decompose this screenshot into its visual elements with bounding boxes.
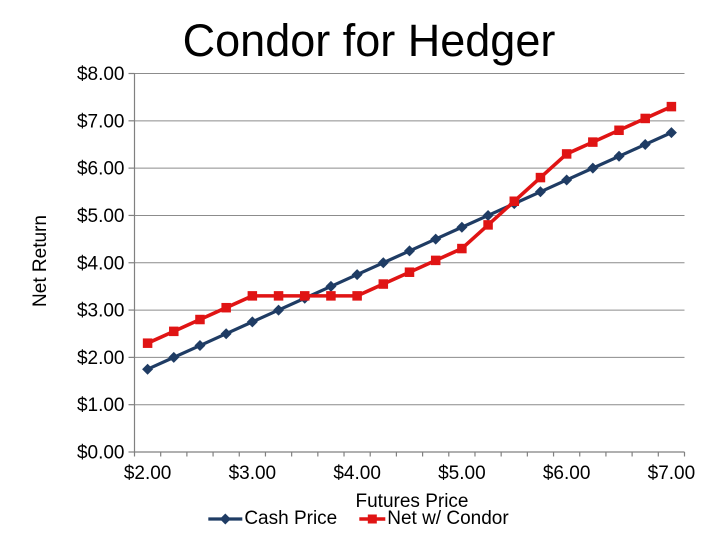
y-tick-label: $8.00 — [77, 64, 125, 85]
y-tick-label: $5.00 — [77, 206, 125, 227]
data-point-marker — [352, 291, 362, 301]
data-point-marker — [404, 245, 415, 257]
y-tick-label: $3.00 — [77, 301, 125, 322]
data-point-marker — [220, 328, 232, 340]
data-point-marker — [457, 243, 467, 254]
chart-title: Condor for Hedger — [182, 15, 556, 66]
data-point-marker — [247, 291, 258, 301]
legend-label-cash-price: Cash Price — [244, 508, 338, 529]
data-point-marker — [142, 338, 153, 348]
data-point-marker — [614, 125, 624, 136]
x-tick-label: $7.00 — [648, 463, 696, 484]
x-tick-label: $2.00 — [124, 463, 172, 484]
data-point-marker — [587, 162, 599, 174]
data-point-marker — [299, 291, 310, 301]
data-point-marker — [561, 149, 572, 159]
y-tick-label: $0.00 — [77, 443, 125, 464]
data-point-marker — [404, 267, 415, 277]
data-point-marker — [377, 257, 389, 269]
data-point-marker — [456, 221, 468, 233]
data-point-marker — [482, 209, 494, 221]
data-point-marker — [169, 326, 179, 337]
x-tick-label: $4.00 — [333, 463, 381, 484]
data-point-marker — [535, 172, 546, 183]
net-w-condor-marker-icon — [359, 514, 386, 524]
y-tick-label: $7.00 — [77, 111, 125, 132]
y-tick-label: $2.00 — [77, 348, 125, 369]
y-tick-label: $4.00 — [77, 253, 125, 274]
legend-item-cash-price: Cash Price — [207, 508, 337, 530]
legend: Cash Price Net w/ Condor — [207, 508, 509, 530]
data-point-marker — [430, 233, 442, 245]
data-point-marker — [665, 127, 677, 139]
data-point-marker — [483, 220, 493, 230]
data-point-marker — [588, 137, 598, 147]
data-point-marker — [246, 316, 258, 328]
data-point-marker — [273, 291, 284, 301]
data-point-marker — [168, 351, 180, 363]
data-point-marker — [534, 186, 546, 198]
legend-item-net-w-condor: Net w/ Condor — [358, 508, 509, 530]
x-axis-title: Futures Price — [355, 491, 469, 512]
legend-label-net-w-condor: Net w/ Condor — [387, 508, 509, 529]
x-tick-label: $6.00 — [543, 463, 591, 484]
data-point-marker — [509, 196, 520, 206]
y-tick-label: $1.00 — [77, 395, 125, 416]
data-point-marker — [326, 291, 336, 301]
cash-price-marker-icon — [208, 513, 243, 525]
data-point-marker — [221, 302, 231, 313]
data-point-marker — [666, 101, 677, 112]
data-point-marker — [378, 279, 389, 289]
data-point-marker — [325, 280, 337, 292]
y-tick-label: $6.00 — [77, 159, 125, 180]
data-point-marker — [640, 113, 650, 124]
data-point-marker — [639, 138, 651, 150]
x-tick-label: $3.00 — [229, 463, 277, 484]
data-point-marker — [613, 150, 625, 162]
data-point-marker — [351, 269, 363, 281]
data-point-marker — [195, 314, 205, 325]
data-point-marker — [194, 340, 206, 352]
data-point-marker — [561, 174, 573, 186]
data-point-marker — [273, 304, 285, 316]
data-point-marker — [142, 363, 154, 375]
x-tick-label: $5.00 — [438, 463, 486, 484]
data-point-marker — [430, 255, 441, 266]
